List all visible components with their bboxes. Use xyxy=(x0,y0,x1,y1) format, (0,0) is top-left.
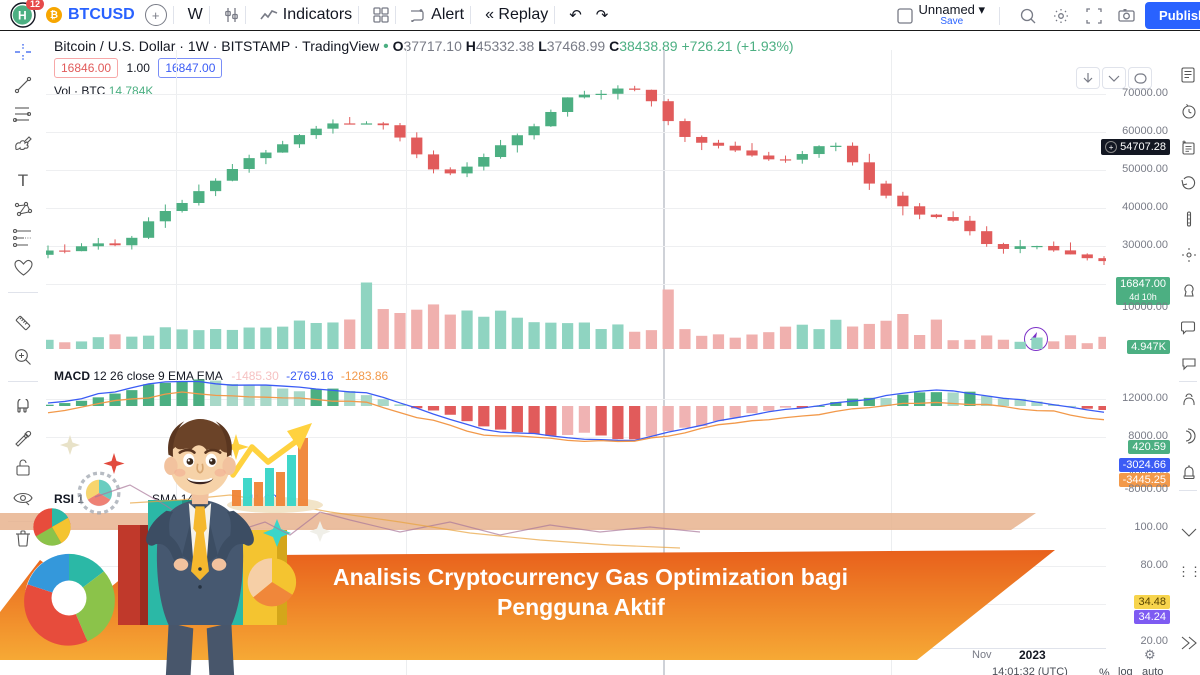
svg-text:H: H xyxy=(18,8,27,22)
